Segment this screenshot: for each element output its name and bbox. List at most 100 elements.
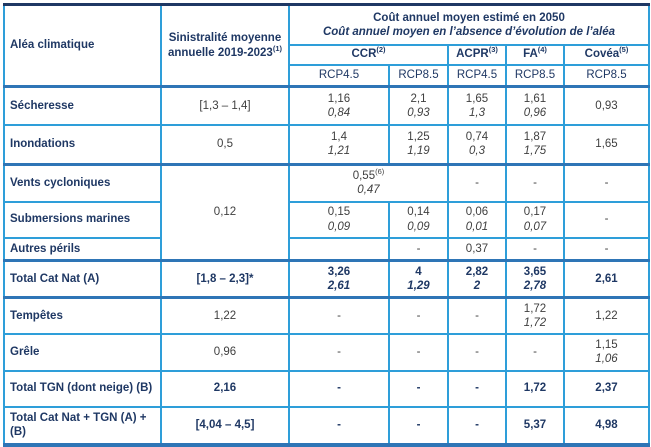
value-cell: - [288,405,390,446]
estimate-2050: - [337,345,341,358]
value-cell: 1,22 [563,296,650,335]
estimate-2050: 1,22 [595,309,618,322]
estimate-2050: 4,98 [595,418,618,431]
row-label-vents-cycloniques: Vents cycloniques [3,163,162,203]
value-cell: 0,37 [447,236,507,262]
no-evolution-value: 0,09 [407,220,430,233]
value-cell: - [563,236,650,262]
value-cell: - [563,200,650,239]
sinistralite-total-tgn: 2,16 [160,369,290,408]
sinistralite-total-cat-nat-tgn: [4,04 – 4,5] [160,405,290,446]
row-label-total-cat-nat-tgn: Total Cat Nat + TGN (A) + (B) [3,405,162,446]
row-total-cat-nat-tgn: Total Cat Nat + TGN (A) + (B) [4,04 – 4,… [3,405,650,446]
row-label-inondations: Inondations [3,123,162,166]
no-evolution-value: 2 [473,280,481,292]
value-cell: - [388,236,449,262]
estimate-2050: - [416,382,421,395]
no-evolution-value: 1,72 [523,316,547,329]
footnote-ref-4: (4) [537,45,547,55]
row-total-cat-nat: Total Cat Nat (A) [1,8 – 2,3]* 3,26 2,61 … [3,259,650,299]
value-cell: 4 1,29 [388,259,449,299]
value-cell [288,236,390,262]
no-evolution-value: 1,3 [469,106,485,119]
row-inondations: Inondations 0,5 1,4 1,21 1,25 1,19 0,74 0,3… [3,123,650,166]
value-cell: - [505,332,565,372]
value-cell: 1,61 0,96 [505,85,565,126]
acpr-label: ACPR [456,48,489,61]
value-cell: 0,14 0,09 [388,200,449,239]
value-cell: - [288,332,390,372]
value-cell: - [447,405,507,446]
data-table: Aléa climatique Sinistralité moyenne ann… [3,3,650,447]
value-cell: 2,61 [563,259,650,299]
value-cell: 4,98 [563,405,650,446]
value-cell: 0,15 0,09 [288,200,390,239]
row-submersions-marines: Submersions marines 0,15 0,09 0,14 0,09 0,… [3,200,650,239]
value-cell: 1,65 1,3 [447,85,507,126]
no-evolution-value: 0,93 [407,106,430,119]
value-cell: 1,16 0,84 [288,85,390,126]
scenario-ccr-rcp45: RCP4.5 [288,63,390,88]
row-secheresse: Sécheresse [1,3 – 1,4] 1,16 0,84 2,1 0,93 … [3,85,650,126]
alea-header-label: Aléa climatique [10,39,95,52]
row-grele: Grêle 0,96 - - - - 1,15 1,06 [3,332,650,372]
value-cell: 3,26 2,61 [288,259,390,299]
estimate-2050: 2,82 [465,265,489,278]
estimate-2050: 1,25 [407,131,430,144]
value-cell: - [447,369,507,408]
value-cell: - [447,163,507,203]
estimate-2050: 1,72 [523,382,547,395]
sinistralite-tempetes: 1,22 [160,296,290,335]
sinistralite-secheresse: [1,3 – 1,4] [160,85,290,126]
no-evolution-value: 1,06 [595,353,618,365]
value-cell: 1,15 1,06 [563,332,650,372]
estimate-2050: 2,61 [595,272,618,285]
estimate-2050: 1,61 [523,92,547,105]
value-cell: - [388,296,449,335]
estimate-2050: - [416,309,421,322]
footnote-ref-6: (6) [375,167,385,177]
value-cell: 2,1 0,93 [388,85,449,126]
row-label-autres-perils: Autres périls [3,236,162,262]
value-cell: 1,25 1,19 [388,123,449,166]
estimate-2050: - [475,382,479,395]
no-evolution-value: 0,09 [327,220,351,233]
no-evolution-value: 0,3 [469,145,485,158]
estimate-2050: - [533,345,537,358]
no-evolution-value: 1,75 [523,145,547,158]
column-header-covea: Covéa(5) [563,43,650,66]
estimate-2050: 5,37 [523,418,547,431]
estimate-2050: 1,16 [327,92,351,105]
sinistralite-grele: 0,96 [160,332,290,372]
row-label-grele: Grêle [3,332,162,372]
value-cell: 0,93 [563,85,650,126]
row-label-secheresse: Sécheresse [3,85,162,126]
column-header-alea-climatique: Aléa climatique [3,3,162,88]
estimate-2050: 1,65 [465,92,489,105]
value-cell: 1,72 [505,369,565,408]
header-row-orgs: CCR(2) ACPR(3) FA(4) Covéa(5) [4,43,650,66]
estimate-2050: - [337,382,341,395]
sinistralite-inondations: 0,5 [160,123,290,166]
value-cell: - [505,163,565,203]
header-row-scenarios: RCP4.5 RCP8.5 RCP4.5 RCP8.5 RCP8.5 [4,63,650,88]
value-cell: - [388,405,449,446]
footnote-ref-3: (3) [488,45,498,55]
column-header-cout-2050: Coût annuel moyen estimé en 2050 Coût an… [288,3,650,46]
value-cell: 1,65 [563,123,650,166]
estimate-2050: - [416,345,421,358]
cout-title: Coût annuel moyen estimé en 2050 [373,11,565,24]
cout-subtitle: Coût annuel moyen en l’absence d’évoluti… [322,25,616,38]
estimate-2050: 4 [415,265,422,278]
estimate-2050: 0,06 [465,206,489,219]
row-label-submersions-marines: Submersions marines [3,200,162,239]
estimate-2050: 0,93 [595,99,618,112]
no-evolution-value: 0,07 [523,220,547,233]
column-header-fa: FA(4) [505,43,565,66]
column-header-acpr: ACPR(3) [447,43,507,66]
estimate-2050: - [475,418,479,431]
no-evolution-value: 1,19 [407,145,430,158]
no-evolution-value: 2,61 [327,280,351,292]
estimate-2050: 1,87 [523,131,547,144]
no-evolution-value: 1,21 [327,145,351,158]
